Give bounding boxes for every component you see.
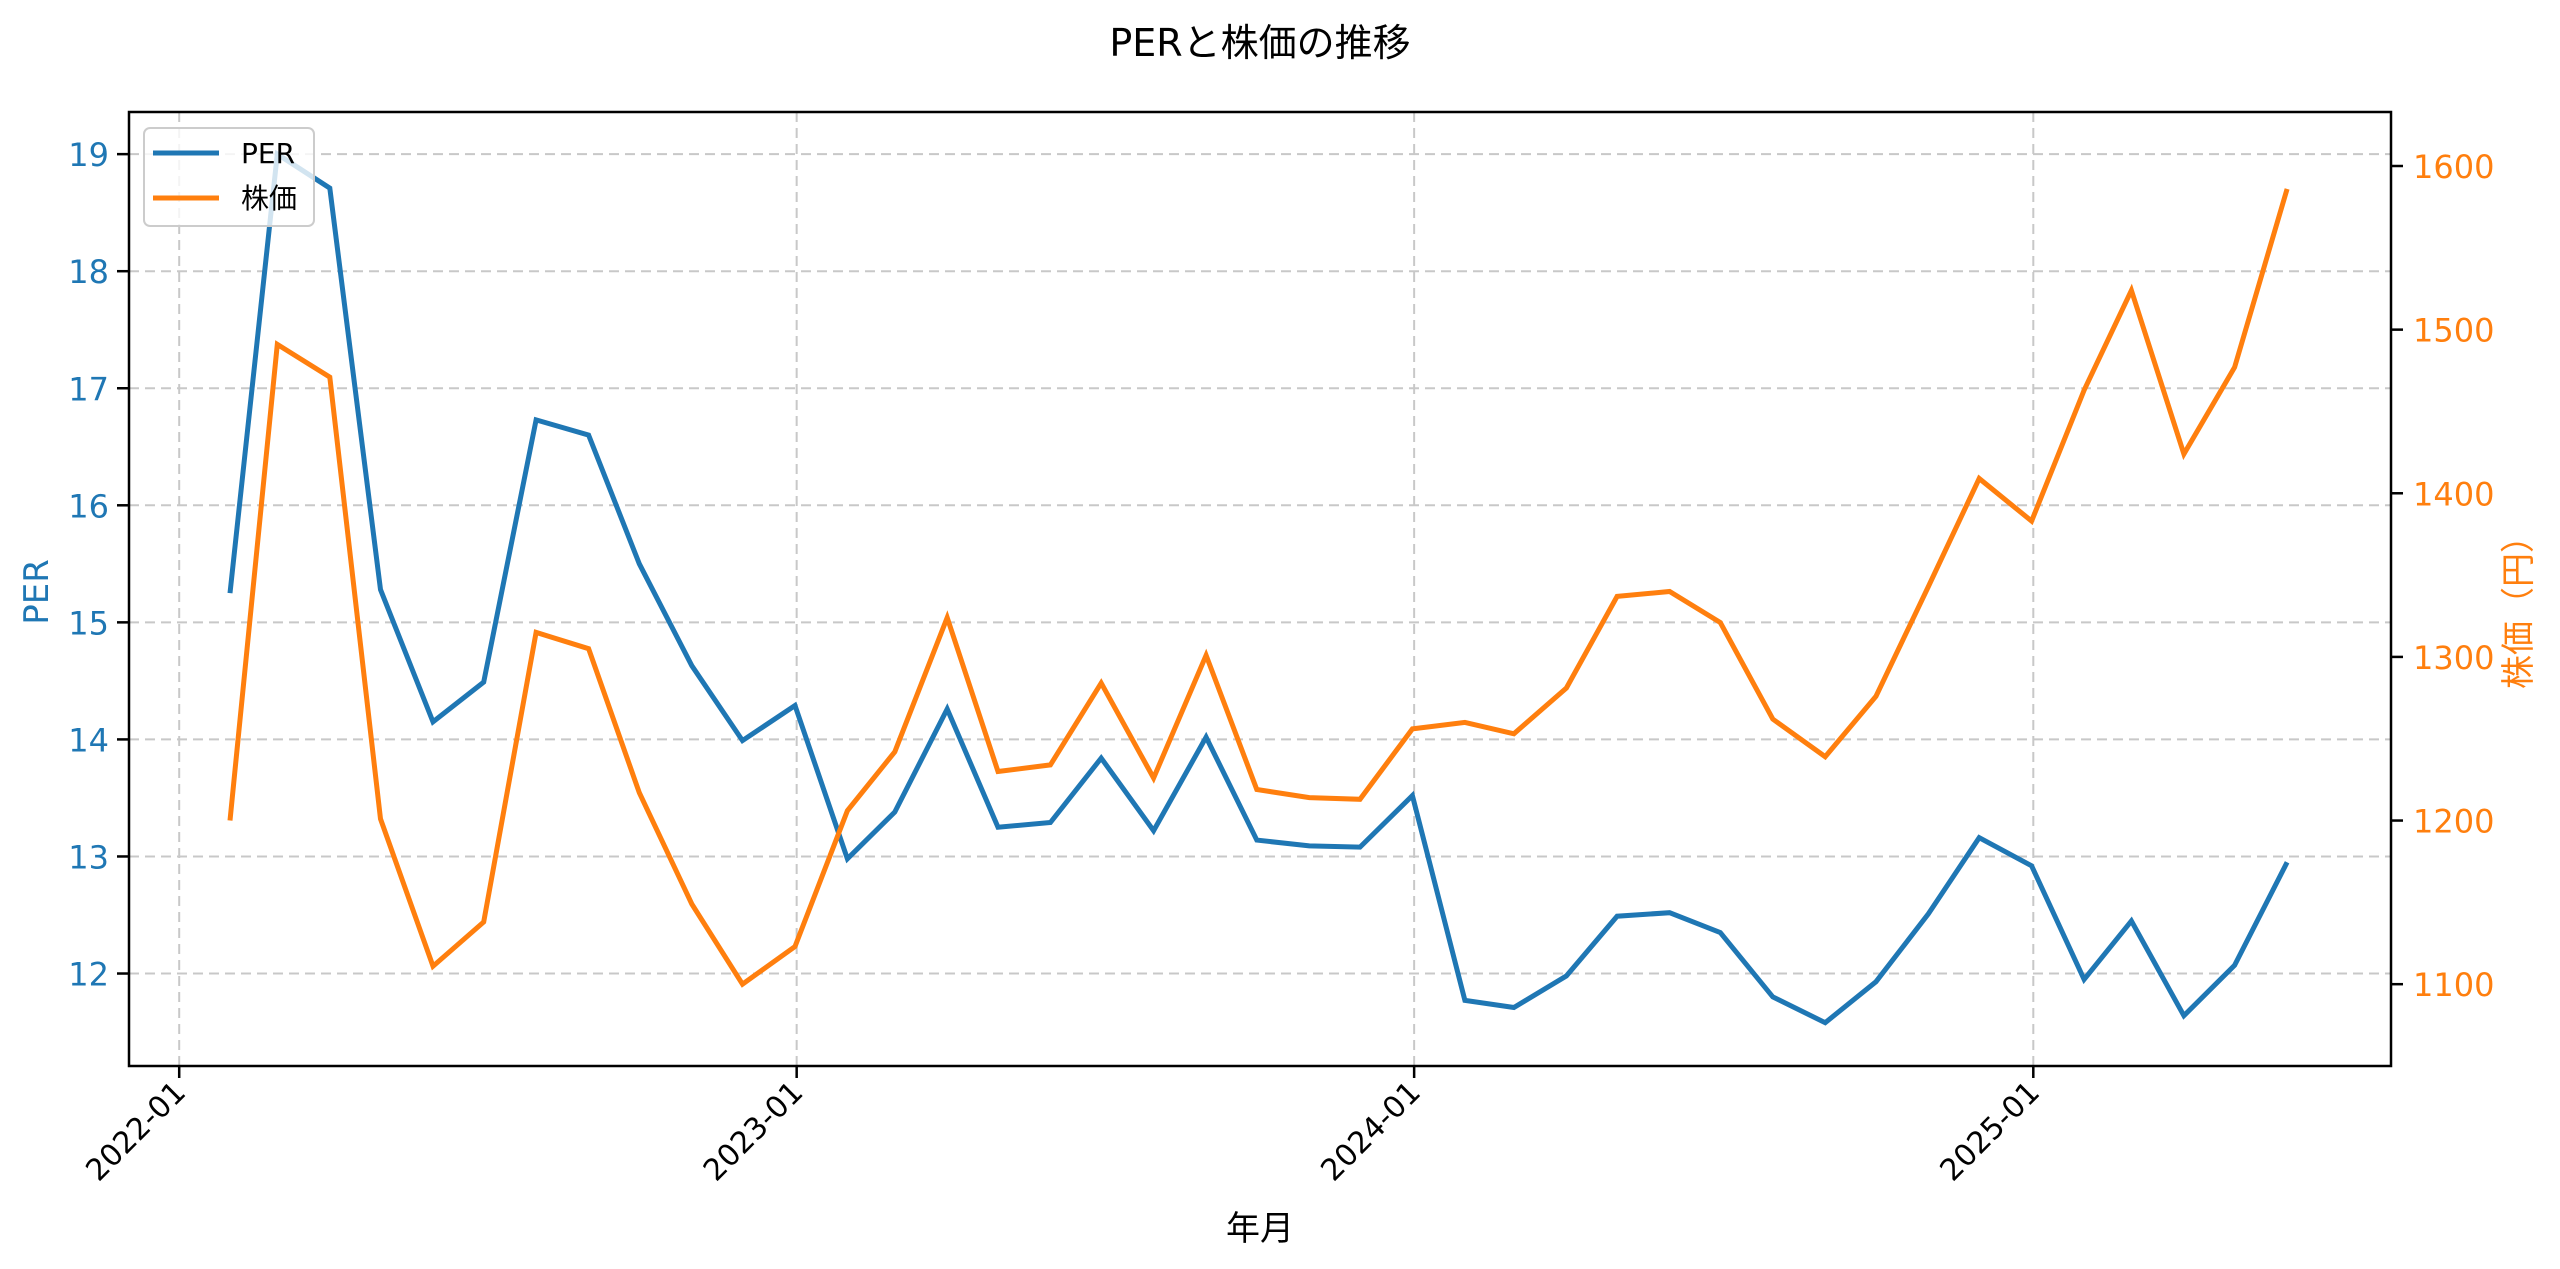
x-tick-label: 2025-01	[1934, 1075, 2047, 1188]
right-tick-label: 1600	[2413, 148, 2494, 186]
right-axis-label: 株価（円）	[2499, 519, 2539, 689]
legend: PER 株価	[143, 127, 315, 227]
right-tick-label: 1500	[2413, 312, 2494, 350]
left-tick-label: 19	[68, 136, 109, 174]
plot-area	[227, 149, 2290, 1026]
x-tick-label: 2022-01	[79, 1075, 192, 1188]
left-axis-label: PER	[17, 559, 57, 625]
left-y-axis: 12 13 14 15 16 17 18 19	[68, 136, 129, 994]
left-tick-label: 18	[68, 253, 109, 291]
left-tick-label: 14	[68, 721, 109, 759]
left-tick-label: 15	[68, 604, 109, 642]
x-tick-label: 2023-01	[697, 1075, 810, 1188]
gridlines	[129, 112, 2391, 1066]
x-axis-label: 年月	[1226, 1209, 1294, 1249]
legend-per-label: PER	[241, 137, 295, 170]
right-tick-label: 1300	[2413, 639, 2494, 677]
left-tick-label: 16	[68, 487, 109, 525]
left-tick-label: 12	[68, 956, 109, 994]
x-axis: 2022-01 2023-01 2024-01 2025-01	[79, 1066, 2047, 1188]
legend-price-label: 株価	[241, 182, 297, 215]
left-tick-label: 13	[68, 838, 109, 876]
x-tick-label: 2024-01	[1314, 1075, 1427, 1188]
right-y-axis: 1100 1200 1300 1400 1500 1600	[2391, 148, 2494, 1004]
right-tick-label: 1100	[2413, 966, 2494, 1004]
left-tick-label: 17	[68, 370, 109, 408]
right-tick-label: 1400	[2413, 475, 2494, 513]
axes-frame	[127, 110, 2393, 1068]
per-line	[227, 149, 2290, 1026]
right-tick-label: 1200	[2413, 803, 2494, 841]
price-line	[227, 188, 2290, 988]
chart-title: PERと株価の推移	[1109, 21, 1410, 65]
